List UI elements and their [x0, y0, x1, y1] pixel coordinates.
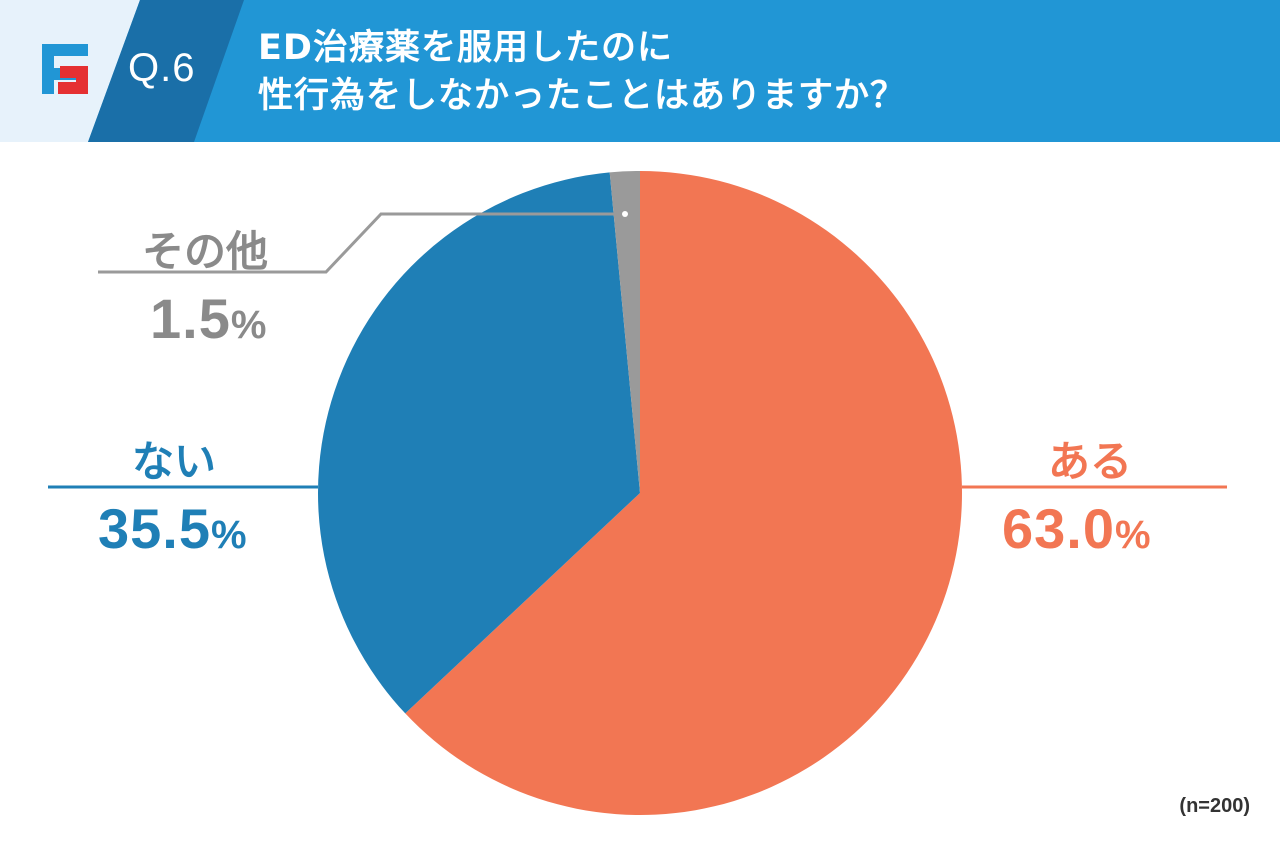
pie-slice-aru: [405, 171, 962, 815]
header-title-band: [88, 0, 1280, 142]
leader-dot-other: [622, 211, 628, 217]
pie-chart: [48, 171, 1227, 815]
leader-line-other: [98, 212, 625, 274]
slice-label-nai: ない: [132, 437, 217, 486]
pie-slice-nai: [318, 172, 640, 714]
page-title: ED治療薬を服用したのに 性行為をしなかったことはありますか？: [258, 24, 906, 120]
title-line-1: ED治療薬を服用したのに: [258, 28, 673, 68]
sample-size-note: (n=200): [1179, 795, 1250, 817]
header-graphic: [42, 0, 1280, 142]
title-line-2: 性行為をしなかったことはありますか？: [258, 76, 907, 116]
slice-label-aru: ある: [1048, 437, 1133, 486]
header-question-badge: [88, 0, 244, 142]
slice-value-aru: 63.0%: [1002, 497, 1152, 560]
question-number: Q.6: [128, 46, 196, 90]
slice-label-other: その他: [142, 227, 269, 276]
slice-value-other: 1.5%: [150, 287, 268, 350]
header-bar: Q.6 ED治療薬を服用したのに 性行為をしなかったことはありますか？: [0, 0, 1280, 142]
slice-value-nai: 35.5%: [98, 497, 248, 560]
pie-slice-other: [609, 171, 640, 493]
brand-f-logo-icon: [42, 44, 88, 94]
